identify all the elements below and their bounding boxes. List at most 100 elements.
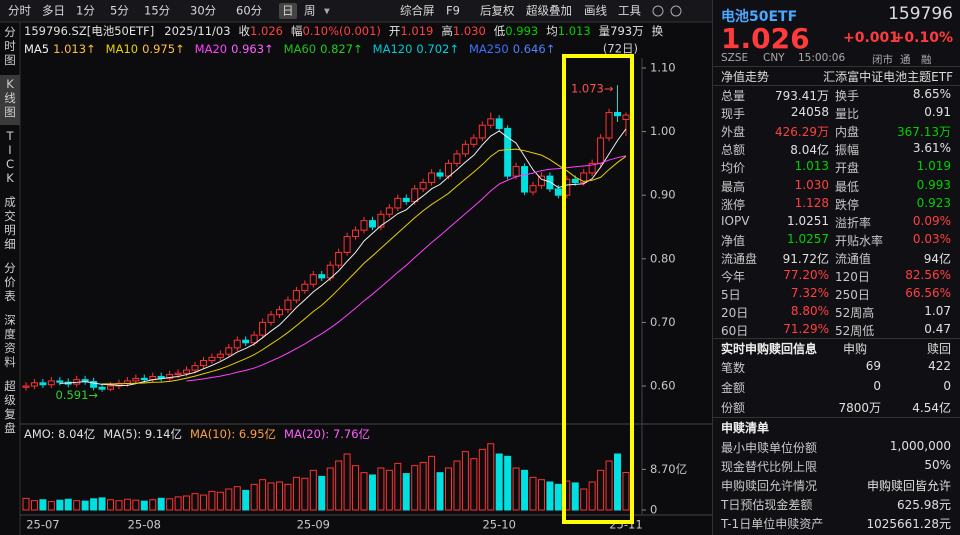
row-label: 净值 (721, 233, 746, 248)
volume-bar (470, 458, 478, 511)
candle-body (605, 112, 613, 139)
period-tab[interactable]: 5分 (110, 4, 129, 18)
candle-body (546, 175, 554, 190)
period-tab[interactable]: 多日 (42, 4, 65, 18)
volume-bar (233, 486, 241, 511)
row-value: 625.98元 (897, 498, 951, 512)
side-tab[interactable]: 深度资料 (4, 313, 16, 369)
row-value: 1025661.28元 (866, 517, 951, 531)
row-label: 跌停 (835, 197, 860, 212)
volume-bar (149, 499, 157, 511)
tool-button[interactable]: 后复权 (480, 4, 515, 18)
volume-bar (81, 500, 89, 511)
volume-bar (115, 500, 123, 511)
row-label: 流通值 (835, 251, 872, 266)
period-selected (279, 3, 297, 19)
candle-body (259, 321, 267, 336)
row-label: 均价 (721, 161, 746, 176)
period-tab[interactable]: 15分 (144, 4, 171, 18)
tool-button[interactable]: 画线 (584, 4, 607, 18)
row-label: 换手 (835, 89, 860, 103)
period-tab[interactable]: 周 (304, 4, 316, 18)
volume-bar (157, 497, 165, 511)
volume-bar (225, 488, 233, 511)
side-tab[interactable]: 超级复盘 (4, 379, 16, 435)
text-part: 换 (652, 24, 664, 38)
period-tab[interactable]: 日 (282, 4, 294, 18)
ma-legend: MA5 1.013↑ MA10 0.975↑ MA20 0.963↑ MA60 0.827↑ M… (24, 42, 555, 56)
side-tab[interactable]: 分时图 (4, 25, 16, 67)
toolbar-bg (0, 0, 712, 22)
row-label: 5日 (721, 288, 741, 303)
candle-body (166, 374, 174, 379)
status-item: 15:00:06 (798, 52, 846, 64)
side-tab[interactable]: 成交明细 (4, 195, 16, 251)
candle-body (39, 382, 47, 386)
row-value: 50% (924, 458, 951, 472)
change-pct: +0.10% (892, 30, 953, 46)
row-value: 1.07 (924, 304, 951, 319)
sep (713, 85, 960, 86)
status-item: 闭市 (872, 54, 893, 66)
candle-body (588, 162, 596, 174)
text-part: 793万 (610, 24, 643, 38)
candle-body (554, 188, 562, 196)
candle-body (301, 283, 309, 292)
tool-button[interactable]: F9 (446, 4, 460, 18)
text-part: MA60 (284, 42, 316, 56)
period-tab[interactable]: 1分 (76, 4, 95, 18)
sep (713, 66, 960, 67)
ma-line (186, 155, 627, 382)
vol-tick-label: 8.70亿 (650, 462, 687, 476)
tool-button[interactable]: 超级叠加 (526, 4, 572, 18)
row-label: 现手 (721, 107, 746, 122)
row-value: 1.0251 (787, 213, 829, 228)
period-tab[interactable]: 分时 (8, 4, 31, 18)
col-head: 申购 (843, 342, 868, 356)
row-label: 量比 (835, 107, 860, 122)
row-value: 0 (943, 379, 951, 393)
volume-bar (39, 499, 47, 511)
y-tick-label: 0.90 (650, 188, 676, 202)
volume-bar (242, 489, 250, 511)
row-value: 7.32% (790, 286, 829, 301)
row-value: 8.04亿 (790, 143, 829, 158)
candle-body (208, 356, 216, 362)
change: +0.001 (843, 30, 900, 46)
side-tab[interactable]: 分价表 (4, 261, 16, 303)
text-part: 1.013↑ (53, 42, 96, 56)
candle-body (352, 229, 360, 238)
candle-body (56, 380, 64, 383)
side-tab[interactable]: K 线图 (4, 77, 16, 119)
text-part: 0.963↑ (231, 42, 274, 56)
status-item: 融 (921, 54, 932, 66)
text-part: MA10 (106, 42, 138, 56)
row-label: IOPV (721, 213, 750, 228)
row-value: 1,000,000 (889, 439, 951, 453)
candle-body (478, 124, 486, 139)
candle-body (309, 274, 317, 285)
row-label: 现金替代比例上限 (721, 460, 818, 474)
row-label: T-1日单位申赎资产 (721, 517, 824, 531)
row-value: 94亿 (923, 251, 951, 266)
tool-button[interactable]: 综合屏 (400, 4, 435, 18)
candle-body (428, 172, 436, 183)
y-tick-label: 0.70 (650, 315, 676, 329)
row-value: 91.72亿 (782, 251, 829, 266)
settings-icon (652, 5, 664, 17)
volume-bar (199, 494, 207, 511)
tool-button[interactable]: 工具 (618, 4, 641, 18)
sep (713, 417, 960, 418)
vol-tick-label: 0 (650, 503, 657, 517)
volume-bar (30, 500, 38, 511)
period-tab[interactable]: 30分 (190, 4, 217, 18)
row-value: 24058 (790, 105, 829, 120)
status-item: CNY (763, 52, 785, 64)
ma-line (59, 128, 627, 386)
volume-bar (546, 481, 554, 511)
period-tab[interactable]: 60分 (236, 4, 263, 18)
candle-body (343, 236, 351, 253)
kline-chart: 分时 多日 1分 5分 15分 30分 60分 日周 ▾ 综合屏 F9 后复权 超级叠加 画线 工具分时图 K… (0, 0, 712, 535)
candle-body (98, 386, 106, 390)
